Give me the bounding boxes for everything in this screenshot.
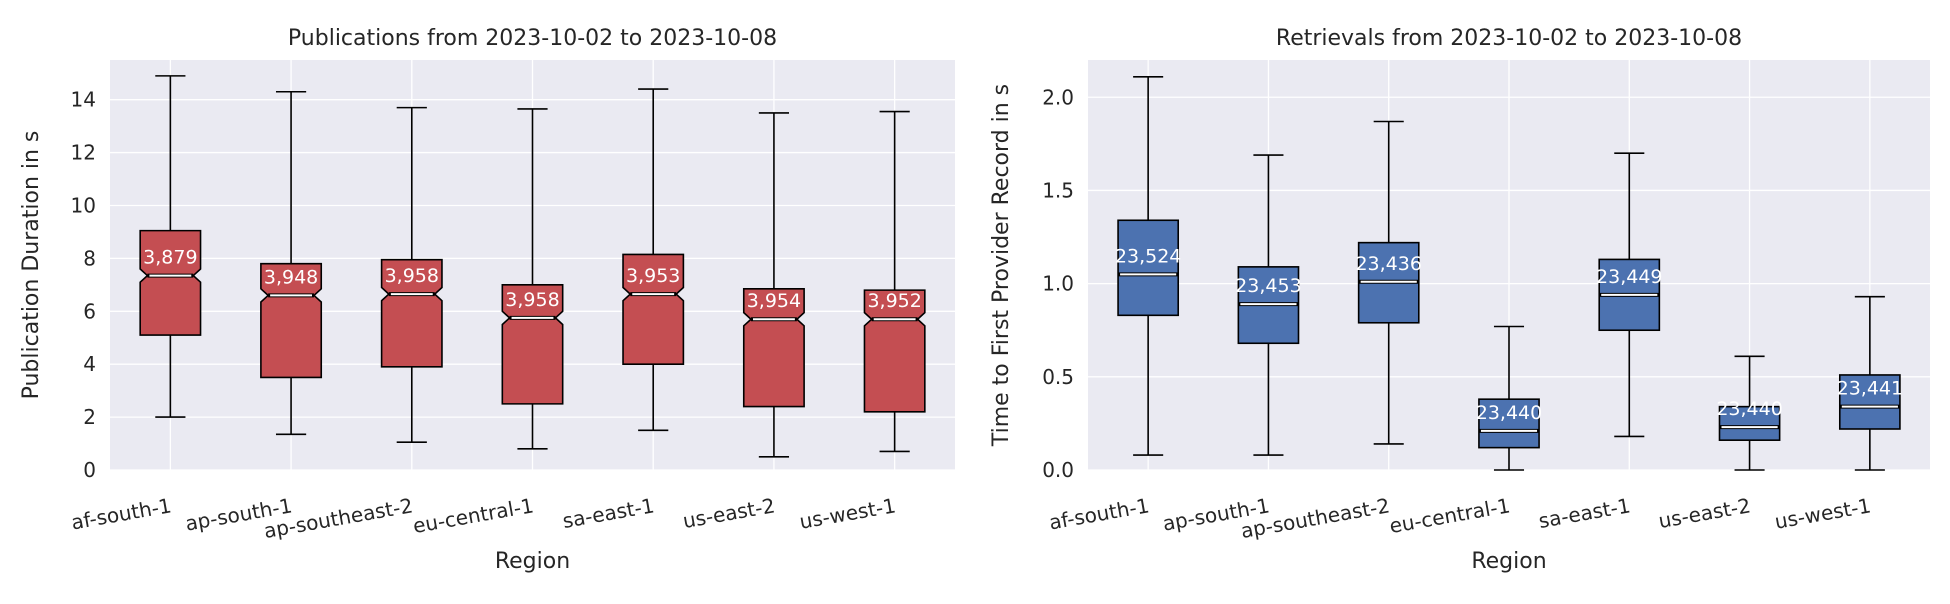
y-axis-label: Time to First Provider Record in s	[989, 84, 1014, 447]
x-tick-label: us-west-1	[798, 493, 898, 534]
y-tick-label: 6	[83, 299, 96, 323]
y-tick-label: 0	[83, 458, 96, 482]
count-label: 3,948	[264, 266, 318, 288]
y-tick-label: 1.5	[1042, 178, 1074, 202]
box-body	[1718, 405, 1781, 441]
x-tick-label: us-west-1	[1773, 493, 1873, 534]
box-sa-east-1: 3,953	[622, 88, 685, 432]
box-us-east-2: 3,954	[742, 112, 805, 458]
box-body	[260, 262, 323, 379]
x-tick-label: af-south-1	[1047, 493, 1151, 534]
count-label: 23,440	[1716, 398, 1782, 420]
count-label: 3,952	[867, 290, 921, 312]
box-ap-south-1: 23,453	[1235, 154, 1302, 456]
y-tick-label: 0.5	[1042, 365, 1074, 389]
y-tick-label: 8	[83, 246, 96, 270]
box-body	[1838, 374, 1901, 430]
box-ap-southeast-2: 3,958	[380, 106, 443, 444]
box-body	[1478, 398, 1540, 449]
count-label: 3,953	[626, 265, 680, 287]
x-tick-label: eu-central-1	[1388, 493, 1512, 538]
y-tick-label: 2	[83, 405, 96, 429]
count-label: 3,954	[747, 290, 801, 312]
x-tick-label: af-south-1	[69, 493, 173, 534]
y-tick-label: 14	[71, 88, 96, 112]
box-body	[139, 229, 202, 336]
box-us-west-1: 23,441	[1837, 295, 1903, 471]
y-tick-label: 1.0	[1042, 272, 1074, 296]
x-axis-label: Region	[1471, 549, 1546, 574]
count-label: 23,453	[1235, 275, 1301, 297]
box-ap-south-1: 3,948	[260, 90, 323, 436]
x-tick-label: sa-east-1	[1537, 493, 1632, 533]
box-body	[501, 284, 564, 405]
x-tick-label: sa-east-1	[561, 493, 656, 533]
box-us-east-2: 23,440	[1716, 355, 1783, 471]
count-label: 23,441	[1837, 378, 1903, 400]
box-eu-central-1: 23,440	[1476, 325, 1542, 471]
y-axis-label: Publication Duration in s	[19, 131, 44, 400]
count-label: 3,958	[505, 289, 559, 311]
count-label: 23,436	[1355, 253, 1421, 275]
chart-title: Retrievals from 2023-10-02 to 2023-10-08	[1276, 26, 1742, 51]
box-af-south-1: 3,879	[139, 75, 202, 418]
x-tick-label: us-east-2	[681, 493, 777, 533]
count-label: 3,958	[385, 265, 439, 287]
chart-title: Publications from 2023-10-02 to 2023-10-…	[288, 26, 777, 51]
y-tick-label: 10	[71, 193, 96, 217]
box-sa-east-1: 23,449	[1596, 152, 1663, 438]
subplot-2: 0.00.51.01.52.0af-south-1 ap-south-1ap-so…	[989, 26, 1930, 574]
box-eu-central-1: 3,958	[501, 108, 564, 450]
y-tick-label: 0.0	[1042, 458, 1074, 482]
count-label: 23,524	[1115, 245, 1181, 267]
y-tick-label: 2.0	[1042, 85, 1074, 109]
y-tick-label: 4	[83, 352, 96, 376]
x-tick-label: us-east-2	[1657, 493, 1753, 533]
box-body	[380, 258, 443, 368]
box-body	[1117, 219, 1180, 317]
x-tick-label: eu-central-1	[411, 493, 535, 538]
box-body	[622, 253, 685, 365]
x-axis-label: Region	[495, 549, 570, 574]
count-label: 23,449	[1596, 266, 1662, 288]
count-label: 23,440	[1476, 402, 1542, 424]
y-tick-label: 12	[71, 141, 96, 165]
count-label: 3,879	[143, 247, 197, 269]
box-us-west-1: 3,952	[863, 110, 926, 453]
box-ap-southeast-2: 23,436	[1355, 120, 1422, 445]
box-af-south-1: 23,524	[1115, 75, 1181, 456]
